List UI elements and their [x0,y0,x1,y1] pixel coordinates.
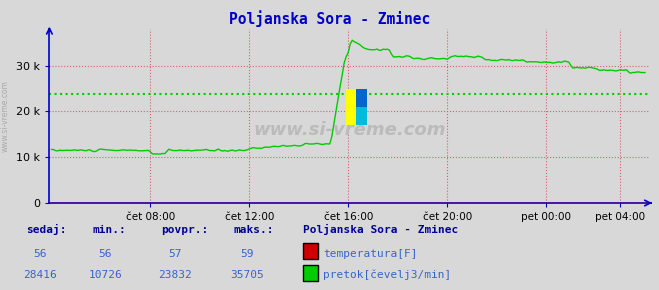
Text: 23832: 23832 [158,270,192,280]
Text: 57: 57 [168,249,181,259]
Text: 35705: 35705 [230,270,264,280]
Text: 28416: 28416 [22,270,57,280]
Text: maks.:: maks.: [234,225,274,235]
Text: 59: 59 [241,249,254,259]
Text: 10726: 10726 [88,270,123,280]
Text: www.si-vreme.com: www.si-vreme.com [1,80,10,152]
Bar [357,88,367,107]
Text: 56: 56 [99,249,112,259]
Bar [357,107,367,125]
Text: Poljanska Sora - Zminec: Poljanska Sora - Zminec [229,10,430,27]
Text: min.:: min.: [92,225,126,235]
Text: Poljanska Sora - Zminec: Poljanska Sora - Zminec [303,224,459,235]
Bar [346,88,357,125]
Text: pretok[čevelj3/min]: pretok[čevelj3/min] [323,270,451,280]
Text: temperatura[F]: temperatura[F] [323,249,417,259]
Text: povpr.:: povpr.: [161,225,209,235]
Text: 56: 56 [33,249,46,259]
Text: sedaj:: sedaj: [26,224,67,235]
Text: www.si-vreme.com: www.si-vreme.com [253,121,445,139]
